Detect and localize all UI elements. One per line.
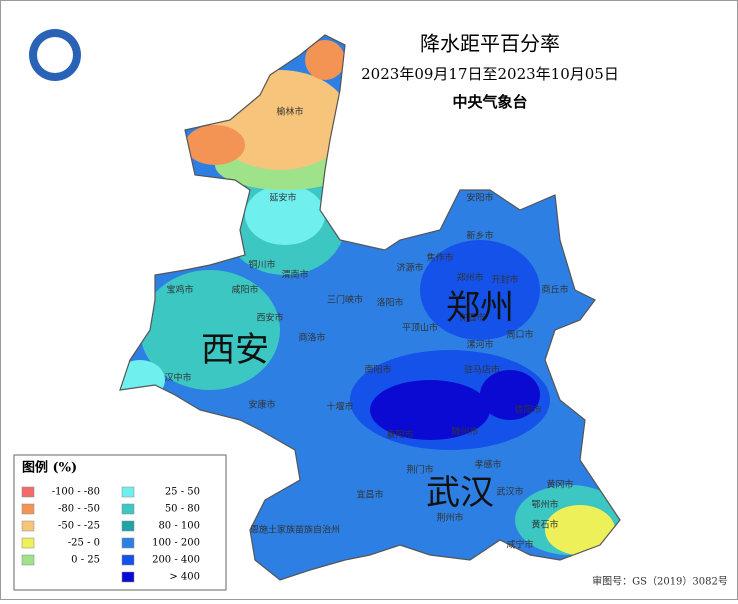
- legend-swatch: [21, 537, 35, 549]
- city-label: 宜昌市: [356, 489, 383, 501]
- city-label: 商洛市: [298, 332, 325, 344]
- city-label: 延安市: [269, 192, 296, 204]
- city-label: 宝鸡市: [166, 284, 193, 296]
- city-label: 安康市: [248, 399, 275, 411]
- city-label: 新乡市: [466, 230, 493, 242]
- region: [185, 125, 245, 165]
- region: [305, 40, 345, 80]
- legend-label: 0 - 25: [71, 555, 100, 566]
- city-label: 漯河市: [466, 339, 493, 351]
- legend-title: 图例 (%): [22, 460, 77, 476]
- city-label: 黄冈市: [546, 479, 573, 491]
- legend-label: 200 - 400: [152, 555, 200, 566]
- legend-swatch: [121, 503, 135, 515]
- legend-swatch: [121, 537, 135, 549]
- legend-swatch: [121, 554, 135, 566]
- city-label: 荆门市: [406, 464, 433, 476]
- region: [140, 270, 280, 390]
- province-capital-label: 郑州: [446, 288, 514, 328]
- city-label: 武汉市: [496, 486, 523, 498]
- region: [245, 185, 325, 245]
- region: [480, 370, 540, 420]
- city-label: 南阳市: [364, 364, 391, 376]
- city-label: 黄石市: [531, 519, 558, 531]
- approval: 审图号：GS（2019）3082号: [592, 575, 728, 588]
- legend-label: 50 - 80: [165, 504, 200, 515]
- city-label: 西安市: [256, 312, 283, 324]
- province-capital-label: 西安: [201, 330, 269, 370]
- legend-swatch: [121, 486, 135, 498]
- legend-swatch: [121, 571, 135, 583]
- legend-label: 100 - 200: [152, 538, 200, 549]
- city-label: 安阳市: [466, 192, 493, 204]
- city-label: 榆林市: [276, 106, 303, 118]
- city-label: 随州市: [451, 426, 478, 438]
- legend-label: -50 - -25: [58, 521, 100, 532]
- legend-swatch: [21, 503, 35, 515]
- city-label: 鄂州市: [531, 499, 558, 511]
- city-label: 孝感市: [474, 459, 501, 471]
- agency: 中央气象台: [452, 93, 527, 111]
- legend-label: -100 - -80: [52, 487, 100, 498]
- city-label: 洛阳市: [376, 297, 403, 309]
- city-label: 汉中市: [164, 372, 191, 384]
- legend-label: -80 - -50: [58, 504, 100, 515]
- city-label: 平顶山市: [402, 322, 438, 334]
- city-label: 开封市: [491, 274, 518, 286]
- region: [420, 240, 540, 340]
- legend-label: 25 - 50: [165, 487, 200, 498]
- legend-swatch: [21, 554, 35, 566]
- city-label: 许昌市: [458, 312, 485, 324]
- city-label: 济源市: [396, 262, 423, 274]
- title: 降水距平百分率: [420, 32, 560, 56]
- city-label: 咸宁市: [506, 539, 533, 551]
- city-label: 周口市: [506, 329, 533, 341]
- legend-swatch: [21, 520, 35, 532]
- city-label: 荆州市: [436, 512, 463, 524]
- region: [545, 505, 615, 555]
- city-label: 三门峡市: [327, 294, 363, 306]
- city-label: 商丘市: [541, 284, 568, 296]
- city-label: 十堰市: [326, 401, 353, 413]
- city-label: 郑州市: [456, 272, 483, 284]
- city-label: 襄阳市: [386, 429, 413, 441]
- city-label: 焦作市: [426, 252, 453, 264]
- legend-swatch: [121, 520, 135, 532]
- region: [370, 380, 490, 440]
- city-label: 铜川市: [248, 259, 275, 271]
- legend-swatch: [21, 486, 35, 498]
- city-label: 咸阳市: [231, 284, 258, 296]
- city-label: 驻马店市: [464, 364, 500, 376]
- city-label: 恩施土家族苗族自治州: [250, 524, 340, 536]
- date-range: 2023年09月17日至2023年10月05日: [361, 65, 619, 83]
- legend-box: [13, 454, 227, 591]
- province-capital-label: 武汉: [426, 473, 494, 513]
- legend-label: 80 - 100: [158, 521, 200, 532]
- city-label: 渭南市: [281, 269, 308, 281]
- city-label: 信阳市: [514, 404, 541, 416]
- legend-label: -25 - 0: [68, 538, 100, 549]
- legend-label: > 400: [169, 572, 200, 583]
- logo: [37, 37, 73, 73]
- legend: -100 - -80 -80 - -50 -50 - -25 -25 - 0 0 - 2…: [21, 486, 200, 583]
